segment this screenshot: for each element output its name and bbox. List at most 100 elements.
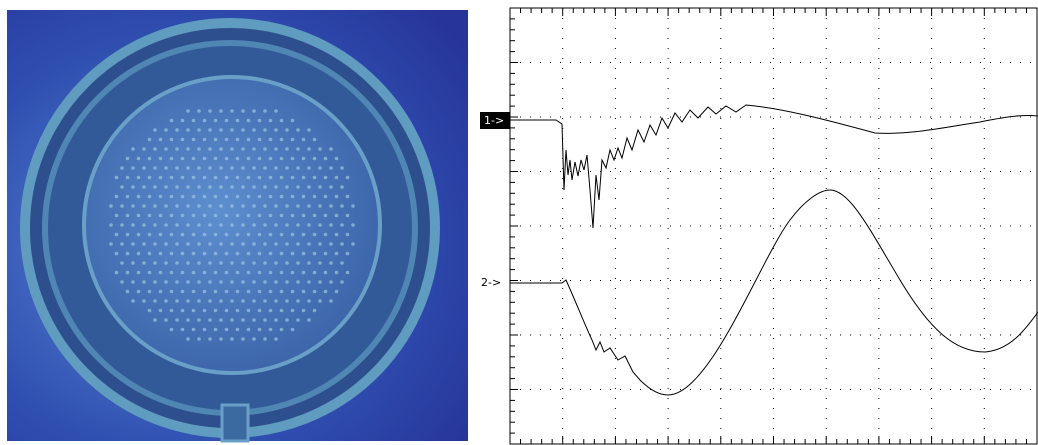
- hole: [208, 299, 212, 303]
- hole: [120, 280, 124, 284]
- hole: [180, 156, 185, 161]
- hole: [301, 251, 306, 256]
- hole: [109, 242, 113, 246]
- hole: [186, 128, 190, 132]
- hole: [153, 185, 157, 189]
- hole: [252, 147, 256, 151]
- hole: [241, 337, 245, 341]
- hole: [312, 175, 317, 180]
- hole: [285, 204, 289, 208]
- hole: [153, 318, 157, 322]
- hole: [246, 175, 251, 180]
- hole: [186, 185, 190, 189]
- hole: [274, 109, 278, 113]
- hole: [241, 280, 245, 284]
- hole: [213, 308, 218, 313]
- hole: [153, 223, 157, 227]
- hole: [169, 251, 174, 256]
- hole: [208, 166, 212, 170]
- hole: [213, 175, 218, 180]
- hole: [169, 289, 174, 294]
- hole: [202, 118, 207, 123]
- hole: [164, 261, 168, 265]
- hole: [340, 280, 344, 284]
- hole: [180, 137, 185, 142]
- hole: [329, 204, 333, 208]
- hole: [274, 204, 278, 208]
- hole: [197, 242, 201, 246]
- hole: [120, 185, 124, 189]
- hole: [158, 270, 163, 275]
- hole: [219, 109, 223, 113]
- hole: [274, 185, 278, 189]
- hole: [301, 232, 306, 237]
- hole: [345, 194, 350, 199]
- hole: [274, 223, 278, 227]
- hole: [125, 270, 130, 275]
- hole: [230, 185, 234, 189]
- hole: [257, 137, 262, 142]
- hole: [147, 175, 152, 180]
- hole: [208, 280, 212, 284]
- hole: [202, 213, 207, 218]
- hole: [197, 318, 201, 322]
- hole: [285, 147, 289, 151]
- hole: [252, 261, 256, 265]
- hole: [246, 156, 251, 161]
- hole: [257, 232, 262, 237]
- hole: [334, 213, 339, 218]
- hole: [263, 128, 267, 132]
- hole: [191, 118, 196, 123]
- hole: [164, 147, 168, 151]
- hole: [252, 223, 256, 227]
- hole: [158, 308, 163, 313]
- hole: [142, 242, 146, 246]
- hole: [334, 289, 339, 294]
- hole: [290, 137, 295, 142]
- hole: [125, 251, 130, 256]
- hole: [246, 289, 251, 294]
- hole: [224, 251, 229, 256]
- hole: [175, 299, 179, 303]
- hole: [301, 194, 306, 199]
- hole: [114, 251, 119, 256]
- hole: [230, 299, 234, 303]
- hole: [147, 270, 152, 275]
- hole: [323, 213, 328, 218]
- hole: [164, 280, 168, 284]
- hole: [213, 251, 218, 256]
- hole: [136, 213, 141, 218]
- hole: [224, 308, 229, 313]
- hole: [213, 232, 218, 237]
- hole: [213, 327, 218, 332]
- hole: [241, 147, 245, 151]
- hole: [219, 318, 223, 322]
- hole: [340, 223, 344, 227]
- hole: [263, 261, 267, 265]
- hole: [263, 204, 267, 208]
- hole: [351, 223, 355, 227]
- hole: [169, 156, 174, 161]
- hole: [136, 251, 141, 256]
- hole: [279, 156, 284, 161]
- hole: [219, 261, 223, 265]
- hole: [235, 213, 240, 218]
- hole: [312, 194, 317, 199]
- hole: [307, 204, 311, 208]
- hole: [345, 251, 350, 256]
- hole: [318, 166, 322, 170]
- hole: [334, 270, 339, 275]
- hole: [241, 261, 245, 265]
- hole: [296, 147, 300, 151]
- hole: [208, 128, 212, 132]
- hole: [241, 299, 245, 303]
- hole: [175, 280, 179, 284]
- hole: [219, 166, 223, 170]
- hole: [120, 223, 124, 227]
- hole: [312, 308, 317, 313]
- hole: [312, 251, 317, 256]
- hole: [345, 213, 350, 218]
- hole: [191, 270, 196, 275]
- hole: [197, 128, 201, 132]
